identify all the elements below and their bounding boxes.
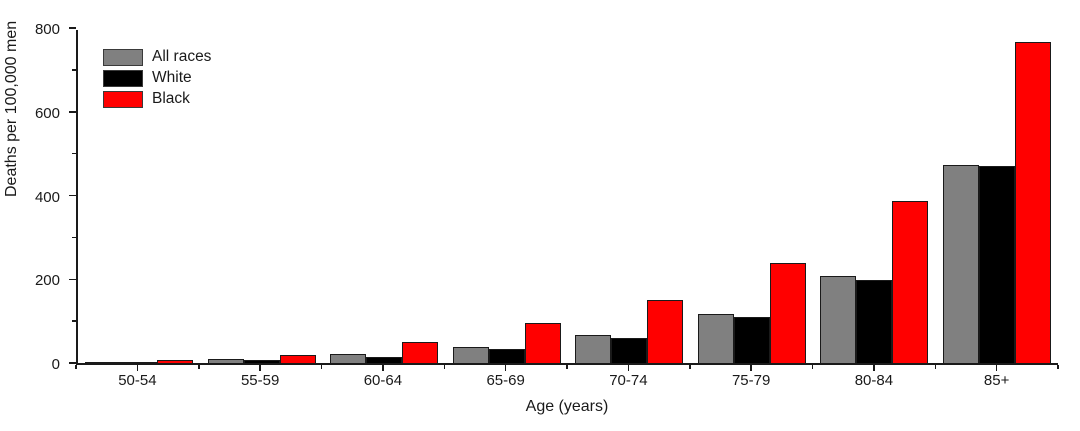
bar-group-65-69 — [446, 30, 569, 363]
y-minor-tick — [72, 236, 76, 239]
bar-white — [366, 357, 403, 363]
bar-white — [243, 360, 280, 363]
legend-swatch-icon — [103, 69, 143, 87]
x-major-tick — [382, 365, 384, 371]
bar-white — [121, 362, 158, 363]
x-boundary-tick — [320, 365, 323, 369]
bar-group-60-64 — [323, 30, 446, 363]
legend: All races White Black — [103, 48, 211, 111]
bar-group-70-74 — [568, 30, 691, 363]
legend-row: White — [103, 69, 211, 87]
legend-label: Black — [152, 90, 190, 107]
legend-label: All races — [152, 48, 212, 65]
legend-label: White — [152, 69, 192, 86]
bar-black — [524, 323, 561, 363]
bar-all-races — [207, 359, 244, 363]
y-major-tick — [69, 278, 76, 280]
legend-swatch-icon — [103, 90, 143, 108]
legend-row: All races — [103, 48, 211, 66]
x-tick-label: 50-54 — [118, 372, 157, 389]
bar-all-races — [85, 362, 122, 363]
bar-black — [1014, 42, 1051, 363]
legend-row: Black — [103, 90, 211, 108]
x-major-tick — [136, 365, 139, 371]
x-boundary-tick — [443, 365, 445, 369]
bar-group-80-84 — [813, 30, 936, 363]
bar-black — [279, 355, 316, 363]
bar-black — [402, 342, 439, 363]
x-boundary-tick — [198, 365, 200, 369]
bar-all-races — [330, 354, 367, 363]
bar-black — [769, 263, 806, 363]
x-tick-label: 85+ — [983, 372, 1010, 389]
bar-white — [488, 349, 525, 363]
bar-white — [856, 280, 893, 363]
y-tick-label: 400 — [34, 188, 60, 206]
x-boundary-tick — [75, 365, 77, 369]
y-major-tick — [69, 194, 76, 197]
x-major-tick — [259, 365, 261, 371]
legend-swatch-icon — [103, 48, 143, 66]
x-tick-label: 70-74 — [609, 372, 648, 389]
y-minor-tick — [72, 69, 76, 71]
bar-black — [157, 360, 194, 363]
y-tick-labels: 0 200 400 600 800 — [0, 0, 64, 431]
y-major-tick — [69, 111, 76, 113]
x-boundary-tick — [934, 365, 936, 369]
bar-all-races — [820, 276, 857, 363]
y-minor-tick — [72, 152, 76, 155]
x-major-tick — [627, 365, 630, 371]
x-major-tick — [873, 365, 875, 371]
y-tick-label: 0 — [51, 356, 60, 373]
bar-all-races — [942, 165, 979, 363]
x-tick-label: 55-59 — [240, 372, 280, 389]
bar-black — [647, 300, 684, 363]
bar-group-55-59 — [201, 30, 324, 363]
bar-all-races — [697, 314, 734, 363]
bar-white — [733, 317, 770, 363]
x-major-tick — [750, 365, 752, 371]
y-major-tick — [69, 27, 76, 29]
x-axis-title: Age (years) — [525, 398, 609, 415]
bar-all-races — [575, 335, 612, 363]
x-tick-label: 60-64 — [363, 372, 403, 389]
x-major-tick — [995, 365, 998, 371]
bar-group-75-79 — [691, 30, 814, 363]
bar-group-85+ — [936, 30, 1059, 363]
y-tick-label: 200 — [34, 272, 60, 290]
bar-groups — [78, 30, 1058, 363]
plot-area: All races White Black — [69, 27, 1058, 365]
y-tick-label: 600 — [34, 104, 60, 122]
x-boundary-tick — [811, 365, 814, 369]
x-boundary-tick — [1057, 365, 1059, 369]
y-tick-label: 800 — [34, 21, 60, 38]
x-tick-label: 65-69 — [486, 372, 525, 389]
x-boundary-tick — [566, 365, 568, 369]
x-major-tick — [504, 365, 507, 371]
x-tick-label: 75-79 — [731, 372, 771, 389]
bar-white — [978, 166, 1015, 363]
x-boundary-tick — [689, 365, 691, 369]
bar-black — [892, 201, 929, 363]
bar-white — [611, 338, 648, 363]
y-minor-tick — [72, 320, 76, 322]
x-tick-label: 80-84 — [854, 372, 894, 389]
bar-group-50-54 — [78, 30, 201, 363]
bar-all-races — [452, 347, 489, 363]
y-major-tick — [69, 362, 76, 364]
